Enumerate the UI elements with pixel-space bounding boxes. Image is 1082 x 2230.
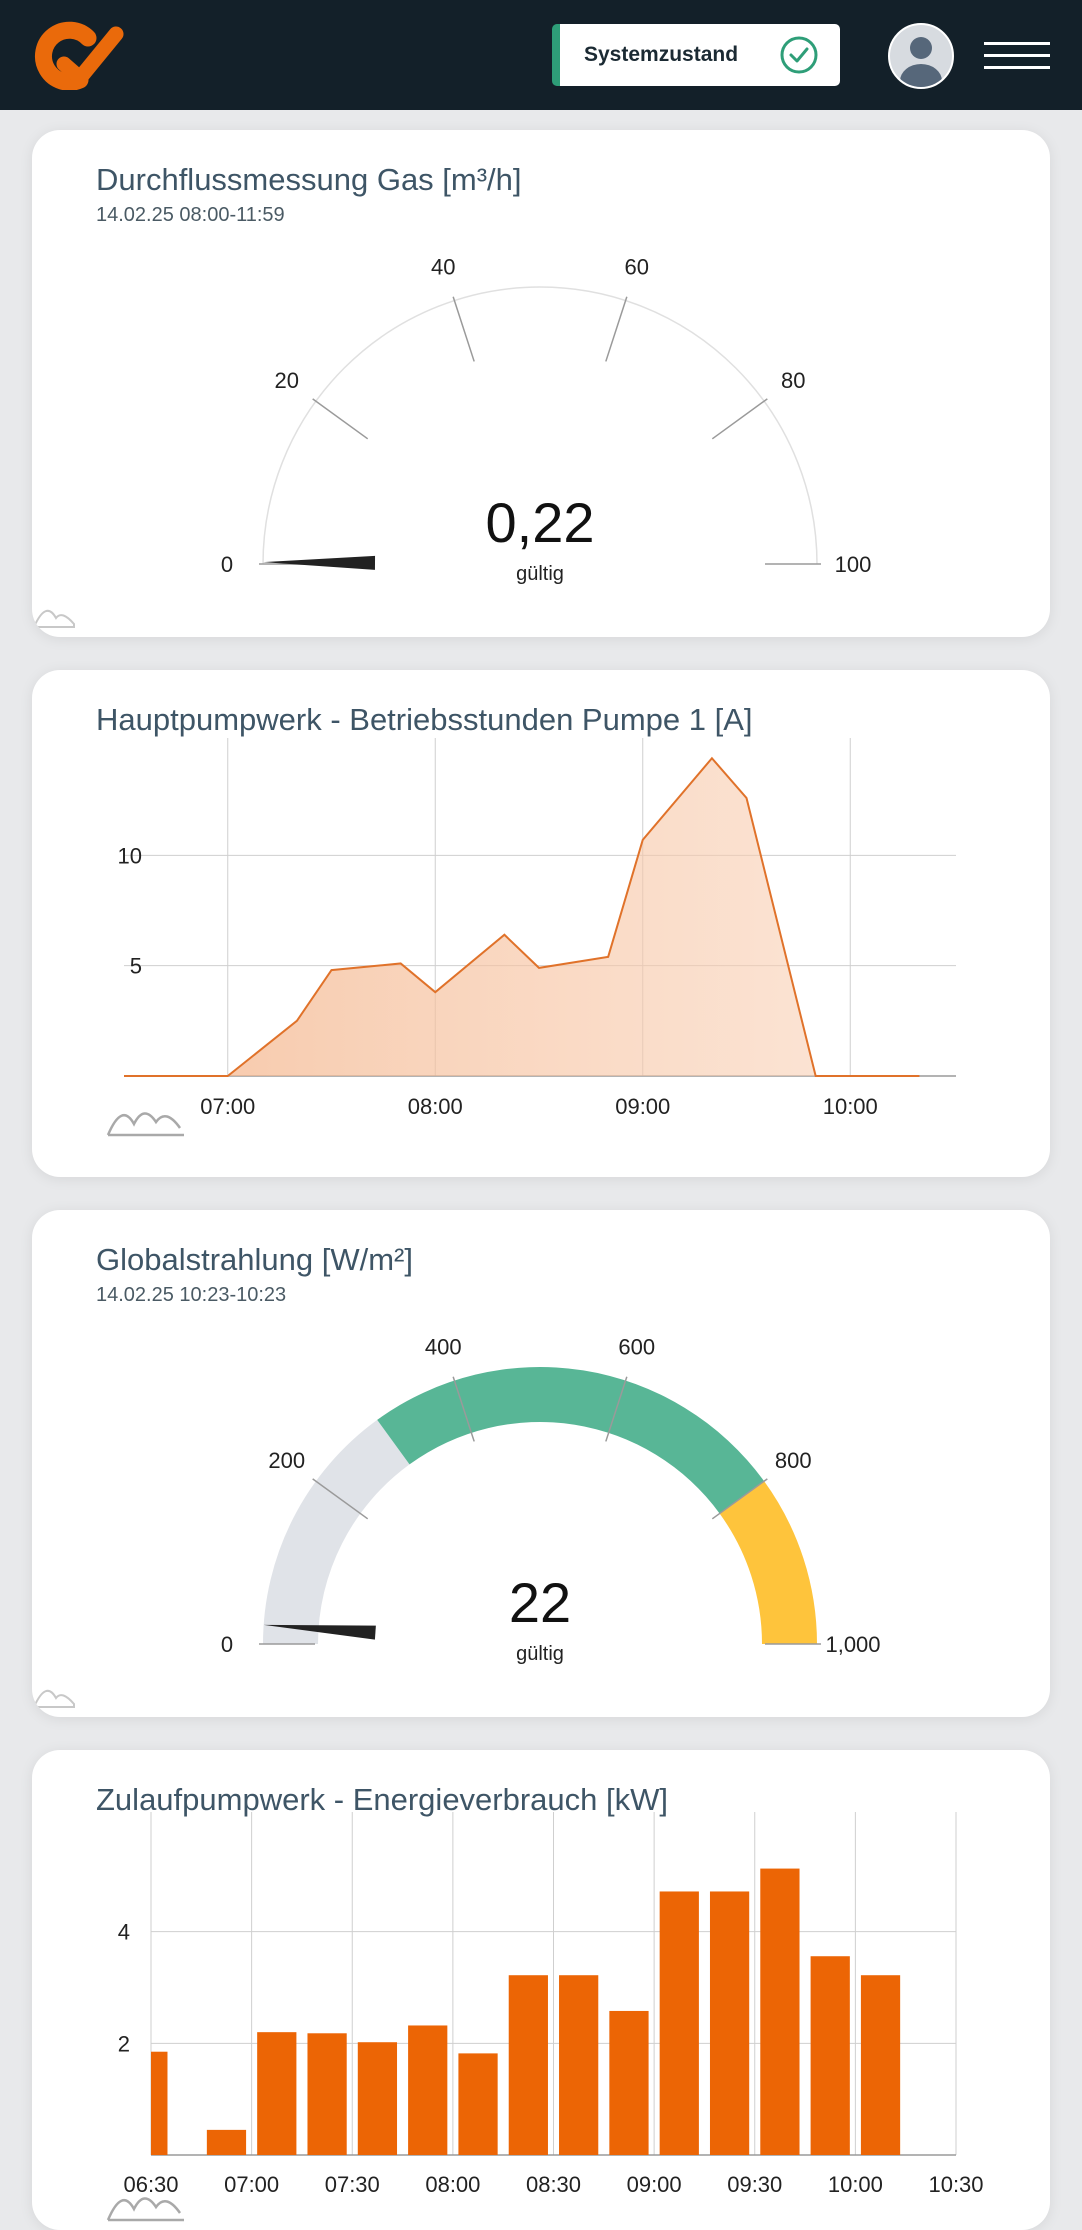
bar[interactable]: [709, 1891, 750, 2155]
x-tick-label: 10:00: [828, 2172, 883, 2197]
bar[interactable]: [307, 2033, 347, 2155]
bar[interactable]: [458, 2053, 498, 2155]
sparkline-icon[interactable]: [33, 609, 75, 628]
gauge-tick-label: 80: [781, 368, 805, 393]
x-tick-label: 08:00: [408, 1094, 463, 1119]
gauge-needle: [263, 555, 376, 570]
x-tick-label: 09:30: [727, 2172, 782, 2197]
card-subtitle: 14.02.25 10:23-10:23: [96, 1284, 287, 1306]
gauge-tick-label: 100: [835, 552, 872, 577]
x-tick-label: 07:30: [325, 2172, 380, 2197]
global-radiation-card: Globalstrahlung [W/m²] 14.02.25 10:23-10…: [32, 1210, 1050, 1717]
bar[interactable]: [609, 2010, 649, 2155]
sparkline-icon[interactable]: [33, 1689, 75, 1708]
bar[interactable]: [508, 1975, 548, 2155]
bar[interactable]: [206, 2129, 247, 2155]
gauge-value: 22: [509, 1571, 571, 1634]
x-tick-label: 07:00: [224, 2172, 279, 2197]
card-title: Globalstrahlung [W/m²]: [96, 1242, 413, 1277]
hamburger-menu-icon[interactable]: [984, 40, 1050, 72]
top-bar: Systemzustand: [0, 0, 1082, 110]
gauge-tick-label: 200: [268, 1448, 305, 1473]
gauge-tick-label: 0: [221, 552, 233, 577]
x-tick-label: 06:30: [123, 2172, 178, 2197]
gauge-band-1: [377, 1367, 765, 1514]
x-tick-label: 09:00: [615, 1094, 670, 1119]
area-fill: [124, 758, 920, 1076]
pump-hours-chart: 07:00 08:00 09:00 10:00 5 10: [106, 738, 956, 1137]
gauge-band-2: [719, 1481, 817, 1644]
gauge-band-0: [263, 1419, 410, 1644]
energy-consumption-chart: 06:30 07:00 07:30 08:00 08:30 09:00 09:30 10:00…: [106, 1812, 984, 2222]
gauge-tick-label: 800: [775, 1448, 812, 1473]
gauge-tick-label: 400: [425, 1334, 462, 1359]
card-title: Zulaufpumpwerk - Energieverbrauch [kW]: [96, 1782, 669, 1817]
bar[interactable]: [559, 1975, 599, 2155]
gauge-value-note: gültig: [516, 563, 564, 585]
x-tick-label: 09:00: [627, 2172, 682, 2197]
x-tick-label: 08:00: [425, 2172, 480, 2197]
gauge-value-note: gültig: [516, 1643, 564, 1665]
y-tick-label: 4: [118, 1920, 130, 1945]
gauge-tick-label: 600: [618, 1334, 655, 1359]
gauge-value: 0,22: [486, 491, 595, 554]
bar[interactable]: [659, 1891, 699, 2155]
bar[interactable]: [810, 1956, 850, 2155]
card-subtitle: 14.02.25 08:00-11:59: [96, 204, 285, 226]
global-radiation-gauge: 0 200 400 600 800 1,000 22 gültig: [33, 1334, 881, 1708]
card-title: Durchflussmessung Gas [m³/h]: [96, 162, 522, 197]
user-avatar-icon[interactable]: [888, 23, 954, 89]
gauge-tick-label: 60: [624, 254, 648, 279]
gas-flow-gauge: 0 20 40 60 80 100 0,22 gültig: [33, 254, 872, 628]
card-title: Hauptpumpwerk - Betriebsstunden Pumpe 1 …: [96, 702, 753, 737]
energy-consumption-card: Zulaufpumpwerk - Energieverbrauch [kW] 0…: [32, 1750, 1050, 2230]
x-tick-label: 07:00: [200, 1094, 255, 1119]
pump-hours-card: Hauptpumpwerk - Betriebsstunden Pumpe 1 …: [32, 670, 1050, 1177]
y-tick-label: 2: [118, 2031, 130, 2056]
sparkline-icon[interactable]: [106, 2197, 184, 2222]
bar[interactable]: [760, 1868, 800, 2155]
system-status-label: Systemzustand: [584, 43, 739, 66]
x-tick-label: 10:30: [928, 2172, 983, 2197]
gauge-tick-label: 1,000: [825, 1632, 880, 1657]
bar[interactable]: [357, 2042, 398, 2155]
area-line: [124, 756, 920, 1077]
bar[interactable]: [257, 2032, 297, 2155]
y-tick-label: 10: [118, 843, 142, 868]
gauge-tick-label: 0: [221, 1632, 233, 1657]
system-status-button[interactable]: Systemzustand: [552, 24, 840, 86]
check-circle-icon: [780, 36, 818, 74]
brand-logo-icon[interactable]: [28, 20, 124, 90]
bar[interactable]: [151, 2051, 168, 2155]
y-tick-label: 5: [130, 954, 142, 979]
gauge-tick-label: 20: [275, 368, 299, 393]
gauge-tick-label: 40: [431, 254, 455, 279]
x-tick-label: 08:30: [526, 2172, 581, 2197]
sparkline-icon[interactable]: [106, 1112, 184, 1137]
bar[interactable]: [408, 2025, 448, 2155]
gauge-needle: [263, 1624, 376, 1640]
x-tick-label: 10:00: [823, 1094, 878, 1119]
gas-flow-card: Durchflussmessung Gas [m³/h] 14.02.25 08…: [32, 130, 1050, 637]
bar[interactable]: [860, 1975, 901, 2155]
